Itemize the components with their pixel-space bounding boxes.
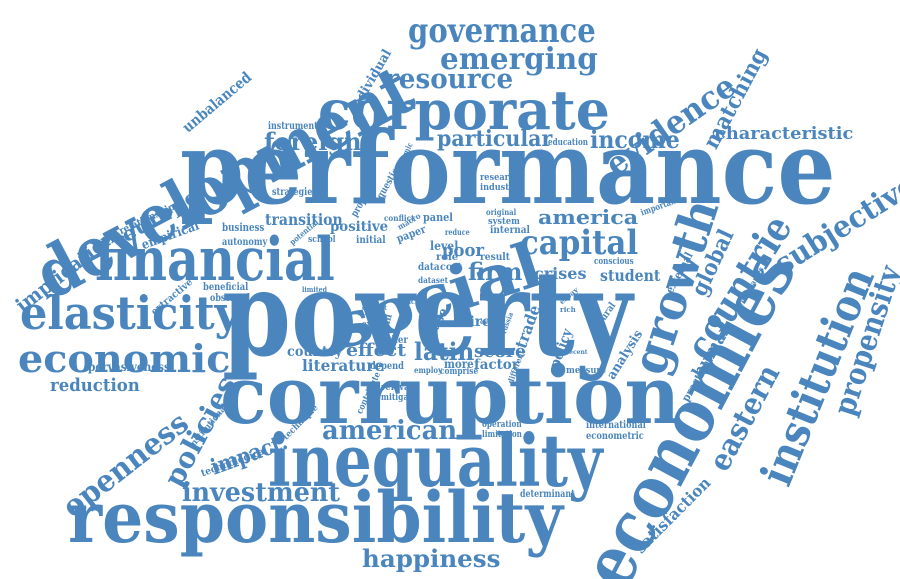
word-beneficial: beneficial — [203, 283, 248, 293]
word-role: role — [436, 253, 458, 263]
word-international: international — [586, 421, 646, 431]
word-limitation: limitation — [482, 431, 522, 440]
word-observed: observed — [210, 294, 250, 304]
word-depend: depend — [370, 362, 404, 372]
word-panel: panel — [423, 212, 453, 223]
word-recent: recent — [566, 350, 588, 356]
word-firm: firm — [468, 260, 523, 284]
word-particular: particular — [437, 128, 552, 150]
word-resource: resource — [385, 66, 513, 93]
word-education: education — [548, 139, 588, 148]
word-income: income — [590, 128, 680, 152]
word-business: business — [222, 222, 264, 233]
word-instrument: instrument — [268, 122, 318, 132]
word-happiness: happiness — [362, 547, 500, 571]
word-internal: internal — [490, 226, 530, 236]
word-right: right — [420, 306, 438, 312]
word-back: back — [402, 298, 420, 305]
word-crises: crises — [534, 266, 586, 282]
word-relevant: relevant — [381, 384, 419, 393]
word-american: american — [322, 418, 457, 444]
word-mitigate: mitigate — [381, 394, 417, 403]
word-research: research — [480, 174, 520, 183]
word-employ: employ — [414, 366, 442, 374]
word-pervasiveness: pervasiveness — [88, 361, 170, 373]
word-characteristic: characteristic — [715, 126, 853, 143]
word-determinant: determinant — [520, 490, 575, 500]
word-data: data — [418, 263, 440, 273]
word-outpost: outpost — [362, 304, 387, 311]
word-result: result — [480, 253, 510, 263]
word-extend: extend — [480, 320, 502, 326]
word-foreign: foreign — [264, 130, 362, 154]
word-autonomy: autonomy — [222, 238, 267, 248]
word-system: system — [488, 218, 520, 227]
word-strategies: strategies — [272, 188, 317, 198]
word-level: level — [430, 240, 458, 252]
word-conscious: conscious — [594, 258, 634, 267]
word-extent: extent — [362, 320, 387, 327]
word-initial: initial — [356, 236, 386, 246]
word-elasticity: elasticity — [20, 290, 240, 336]
word-country: country — [287, 345, 342, 359]
word-econometric: econometric — [586, 432, 644, 442]
word-region: region — [362, 312, 387, 319]
word-america: america — [538, 207, 638, 227]
word-operation: operation — [482, 421, 522, 430]
word-industry: industry — [480, 184, 518, 193]
word-capital: capital — [520, 226, 638, 260]
word-comprise: comprise — [440, 368, 478, 377]
word-reduction: reduction — [50, 377, 140, 395]
word-dataset: dataset — [418, 276, 448, 284]
word-rich: rich — [560, 306, 576, 313]
word-original: original — [486, 208, 516, 216]
word-school: school — [308, 236, 336, 245]
word-measure: measure — [566, 367, 606, 376]
word-student: student — [600, 268, 660, 284]
word-cost: cost — [440, 263, 462, 273]
word-limited: limited — [302, 286, 327, 293]
word-higher: higher — [376, 336, 408, 346]
word-reduce: reduce — [445, 228, 470, 236]
word-investment: investment — [182, 480, 340, 506]
word-positive: positive — [330, 220, 388, 234]
